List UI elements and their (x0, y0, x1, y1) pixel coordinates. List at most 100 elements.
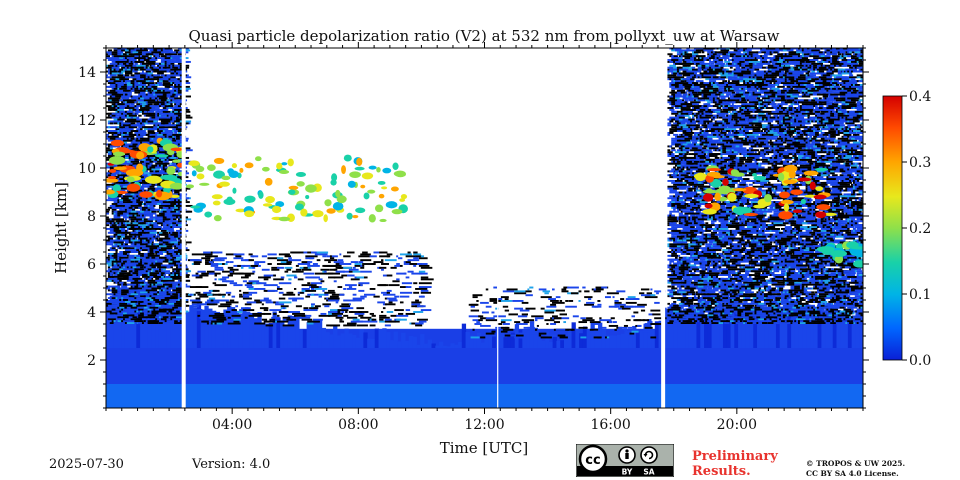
boundary-layer-cell (764, 313, 769, 348)
cirrus-speckle (157, 185, 166, 188)
cirrus-speckle (132, 114, 137, 117)
cirrus-speckle (126, 110, 134, 113)
cirrus-speckle (177, 118, 181, 121)
cirrus-speckle (676, 239, 683, 242)
cirrus-speckle (111, 287, 118, 290)
cirrus-speckle (682, 93, 688, 96)
cirrus-speckle (671, 226, 675, 228)
cirrus-speckle (145, 283, 152, 286)
cirrus-speckle (109, 300, 118, 303)
cirrus-speckle (164, 84, 167, 86)
boundary-layer-cell (821, 315, 826, 348)
cirrus-speckle (703, 122, 706, 125)
cirrus-speckle (705, 170, 708, 173)
cirrus-speckle (113, 235, 117, 238)
cirrus-speckle (130, 306, 134, 309)
cirrus-speckle (174, 55, 183, 58)
cirrus-speckle (115, 320, 118, 323)
cirrus-speckle (119, 87, 133, 90)
boundary-layer-cell (586, 329, 591, 348)
boundary-layer-cell (310, 320, 315, 348)
cirrus-speckle (124, 143, 135, 146)
cirrus-speckle (106, 76, 114, 79)
cirrus-speckle (671, 254, 678, 257)
cirrus-speckle (667, 214, 670, 217)
cirrus-speckle (166, 312, 169, 315)
cirrus-speckle (138, 197, 143, 200)
cirrus-speckle (172, 233, 178, 236)
boundary-layer-cell (499, 329, 504, 348)
cirrus-speckle (680, 185, 688, 188)
cirrus-speckle (667, 153, 671, 156)
cirrus-speckle (707, 101, 712, 104)
cirrus-speckle (138, 87, 150, 90)
cirrus-speckle (141, 130, 146, 132)
cirrus-speckle (119, 201, 125, 204)
cirrus-speckle (140, 256, 147, 259)
cirrus-speckle (155, 110, 166, 113)
boundary-layer-cell (745, 308, 750, 348)
cirrus-speckle (121, 283, 124, 286)
cirrus-speckle (176, 316, 185, 319)
boundary-layer-cell (446, 346, 451, 348)
cirrus-speckle (121, 197, 125, 200)
cirrus-speckle (117, 164, 120, 167)
cirrus-speckle (697, 199, 702, 202)
cirrus-speckle (106, 147, 113, 150)
cirrus-speckle (701, 300, 705, 303)
cirrus-speckle (149, 55, 152, 58)
cirrus-speckle (123, 254, 127, 257)
cirrus-speckle (119, 55, 123, 58)
cirrus-speckle (177, 293, 182, 296)
cirrus-speckle (693, 158, 705, 161)
cirrus-speckle (174, 112, 187, 115)
boundary-layer-cell (579, 333, 584, 348)
cirrus-speckle (107, 85, 115, 88)
cirrus-speckle (673, 222, 677, 225)
cirrus-speckle (138, 162, 145, 165)
cirrus-speckle (119, 274, 131, 276)
cirrus-speckle (130, 128, 133, 131)
cirrus-speckle (667, 322, 671, 324)
cirrus-speckle (673, 118, 676, 121)
cirrus-speckle (164, 237, 168, 240)
cirrus-speckle (158, 241, 165, 244)
cirrus-speckle (158, 316, 162, 319)
cirrus-speckle (106, 212, 109, 215)
cirrus-speckle (673, 158, 676, 161)
boundary-layer-cell (757, 316, 762, 348)
boundary-layer-cell (393, 331, 398, 348)
cirrus-speckle (111, 222, 116, 225)
cirrus-speckle (136, 210, 141, 213)
cirrus-speckle (138, 293, 150, 296)
cirrus-speckle (115, 170, 124, 173)
cirrus-speckle (695, 183, 705, 186)
cirrus-speckle (145, 300, 154, 303)
cirrus-speckle (684, 241, 688, 244)
cirrus-speckle (675, 258, 678, 261)
cirrus-speckle (174, 97, 181, 100)
cirrus-speckle (680, 285, 685, 288)
cirrus-speckle (140, 214, 143, 217)
cirrus-speckle (134, 243, 137, 246)
cirrus-speckle (149, 122, 153, 125)
cirrus-speckle (686, 285, 690, 288)
cirrus-speckle (124, 160, 129, 163)
cirrus-speckle (124, 235, 132, 238)
cirrus-speckle (692, 277, 703, 280)
cirrus-speckle (695, 210, 701, 213)
cirrus-speckle (701, 122, 704, 125)
cirrus-speckle (113, 218, 121, 221)
boundary-layer-cell (484, 332, 489, 348)
cirrus-speckle (136, 110, 142, 113)
cirrus-speckle (111, 310, 121, 313)
cirrus-speckle (123, 162, 136, 165)
cirrus-speckle (107, 82, 111, 84)
cirrus-speckle (130, 60, 142, 63)
cirrus-speckle (106, 306, 113, 309)
cirrus-speckle (179, 210, 193, 213)
cirrus-speckle (141, 82, 155, 84)
cirrus-speckle (168, 137, 171, 140)
cirrus-speckle (153, 320, 156, 323)
cirrus-speckle (671, 59, 679, 61)
